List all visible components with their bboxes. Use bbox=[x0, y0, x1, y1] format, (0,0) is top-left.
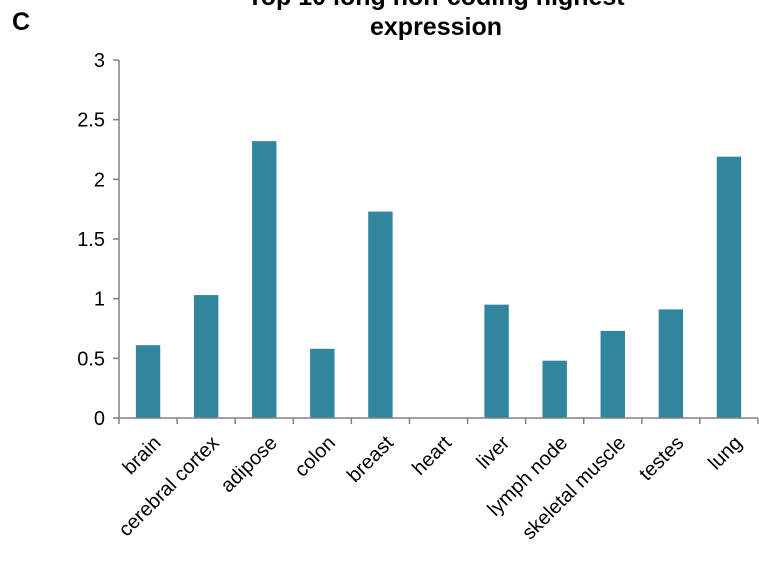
bar-lung bbox=[716, 156, 742, 418]
x-tick-label: testes bbox=[635, 432, 688, 485]
x-tick-label: heart bbox=[408, 432, 456, 480]
x-tick-label: adipose bbox=[217, 432, 282, 497]
bar-liver bbox=[484, 304, 509, 418]
bar-adipose bbox=[252, 141, 277, 418]
x-tick-label: brain bbox=[119, 432, 166, 479]
y-tick-label: 3 bbox=[94, 50, 105, 72]
x-tick-label: cerebral cortex bbox=[115, 432, 224, 541]
bars bbox=[135, 141, 742, 418]
y-tick-label: 2.5 bbox=[77, 110, 105, 132]
x-tick-label: skeletal muscle bbox=[518, 432, 630, 544]
bar-cerebral-cortex bbox=[193, 295, 219, 418]
bar-colon bbox=[310, 348, 335, 418]
x-tick-label: lung bbox=[704, 432, 746, 474]
panel-label: C bbox=[12, 8, 31, 36]
chart-title-line-1: Top 10 long non-coding highest bbox=[236, 0, 636, 12]
bar-brain bbox=[135, 345, 161, 418]
y-tick-label: 2 bbox=[94, 169, 105, 191]
bar-skeletal-muscle bbox=[600, 330, 625, 418]
y-axis-ticks: 0 0.5 1 1.5 2 2.5 3 bbox=[77, 50, 119, 430]
y-tick-label: 0 bbox=[94, 408, 105, 430]
y-tick-label: 0.5 bbox=[77, 348, 105, 370]
bar-lymph-node bbox=[542, 360, 567, 418]
y-tick-label: 1.5 bbox=[77, 229, 105, 251]
y-tick-label: 1 bbox=[94, 289, 105, 311]
bar-breast bbox=[368, 211, 393, 418]
bar-testes bbox=[658, 309, 684, 418]
x-tick-label: liver bbox=[473, 432, 515, 474]
x-tick-label: colon bbox=[290, 432, 339, 481]
x-tick-label: breast bbox=[343, 432, 398, 487]
chart-title-line-2: expression bbox=[369, 13, 502, 41]
